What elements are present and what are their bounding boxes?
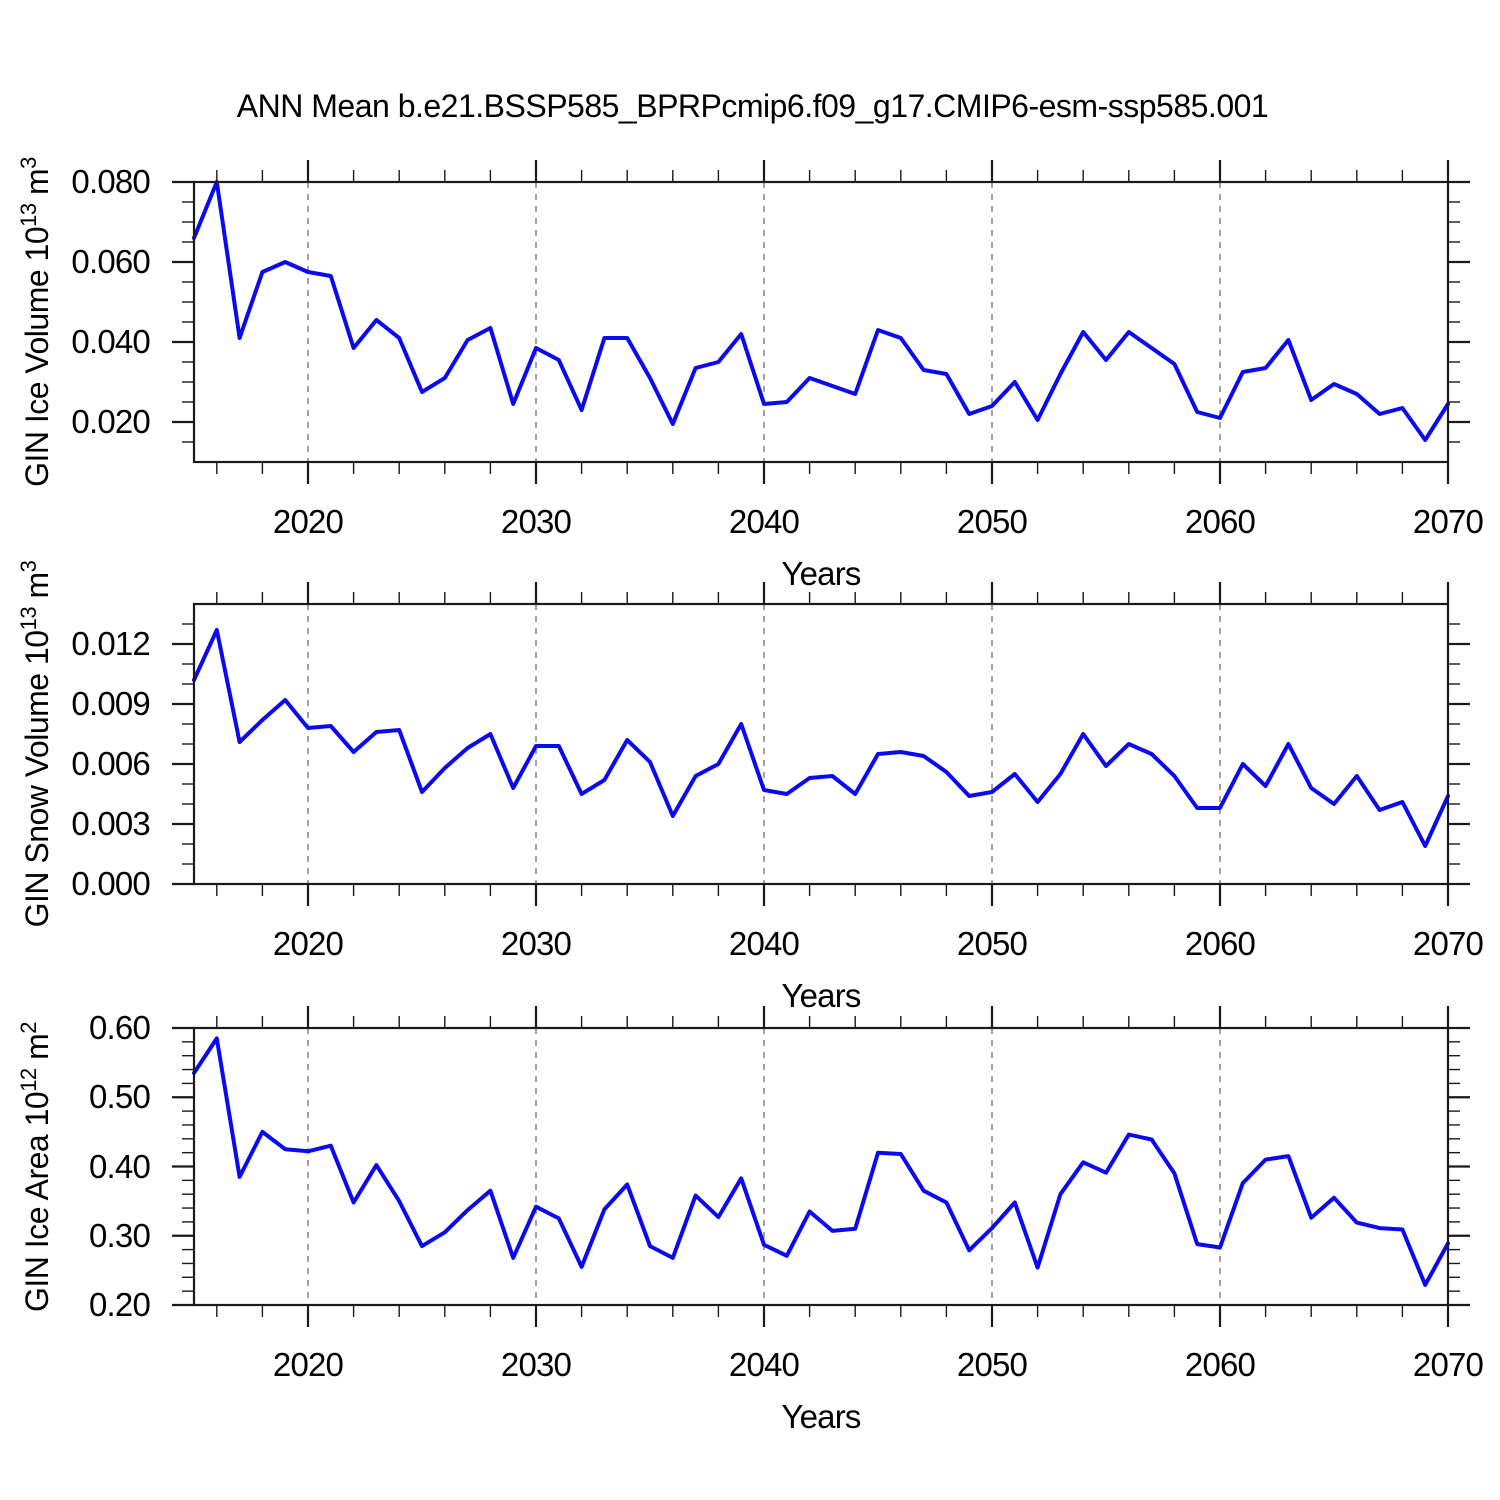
x-tick-label: 2050 — [956, 1346, 1028, 1383]
y-tick-label: 0.012 — [71, 625, 150, 662]
y-tick-label: 0.040 — [71, 323, 150, 360]
x-tick-label: 2030 — [500, 503, 572, 540]
y-tick-label: 0.40 — [88, 1147, 151, 1185]
x-tick-label: 2060 — [1184, 925, 1256, 962]
y-tick-label: 0.009 — [71, 685, 150, 722]
x-tick-label: 2060 — [1184, 503, 1256, 540]
plot-frame — [192, 602, 1450, 886]
y-axis-label-superscript: 2 — [16, 1021, 42, 1034]
x-tick-label: 2020 — [272, 925, 344, 962]
x-axis-label-years: Years — [781, 977, 861, 1014]
y-axis-label-superscript: 12 — [16, 1067, 42, 1092]
panel-gin-snow-volume — [172, 582, 1470, 906]
x-tick-label: 2060 — [1184, 1346, 1256, 1383]
y-tick-label: 0.080 — [71, 163, 150, 200]
data-line — [192, 628, 1450, 848]
x-tick-label: 2070 — [1412, 1346, 1484, 1383]
chart-title: ANN Mean b.e21.BSSP585_BPRPcmip6.f09_g17… — [236, 88, 1269, 124]
y-tick-label: 0.006 — [71, 745, 150, 782]
y-tick-label: 0.003 — [71, 805, 150, 842]
panel-gin-ice-volume — [172, 160, 1470, 484]
y-axis-label-text: GIN Snow Volume 10 — [18, 630, 55, 928]
x-tick-label: 2050 — [956, 503, 1028, 540]
y-axis-label: GIN Ice Volume 1013 m3 — [16, 157, 56, 487]
y-axis-label-text: m — [18, 168, 55, 204]
panel-gin-ice-area — [172, 1006, 1470, 1327]
y-axis-label-text: m — [18, 1033, 55, 1068]
x-tick-label: 2050 — [956, 925, 1028, 962]
x-tick-label: 2040 — [728, 503, 800, 540]
x-tick-label: 2030 — [500, 1346, 572, 1383]
y-axis-label: GIN Snow Volume 1013 m3 — [16, 561, 56, 928]
x-tick-label: 2020 — [272, 1346, 344, 1383]
x-tick-label: 2020 — [272, 503, 344, 540]
y-axis-label-text: m — [18, 572, 55, 607]
x-axis-label-years: Years — [781, 555, 861, 592]
y-axis-label-superscript: 3 — [16, 560, 42, 573]
data-line — [192, 180, 1450, 442]
x-tick-label: 2070 — [1412, 503, 1484, 540]
x-tick-label: 2040 — [728, 1346, 800, 1383]
y-tick-label: 0.50 — [88, 1078, 151, 1116]
y-axis-label-superscript: 13 — [16, 606, 42, 631]
y-tick-label: 0.000 — [71, 865, 150, 902]
y-axis-label: GIN Ice Area 1012 m2 — [16, 1022, 56, 1312]
y-axis-label-superscript: 3 — [16, 157, 42, 169]
x-tick-label: 2030 — [500, 925, 572, 962]
y-tick-label: 0.30 — [88, 1216, 151, 1254]
y-tick-label: 0.020 — [71, 403, 150, 440]
x-axis-label-years: Years — [781, 1398, 861, 1435]
y-axis-label-superscript: 13 — [16, 203, 42, 227]
y-tick-label: 0.20 — [88, 1286, 151, 1323]
y-tick-label: 0.060 — [71, 243, 150, 280]
x-tick-label: 2040 — [728, 925, 800, 962]
y-tick-label: 0.60 — [88, 1009, 151, 1046]
y-axis-label-text: GIN Ice Area 10 — [18, 1091, 55, 1312]
data-line — [192, 1036, 1450, 1287]
x-tick-label: 2070 — [1412, 925, 1484, 962]
y-axis-label-text: GIN Ice Volume 10 — [18, 226, 55, 487]
